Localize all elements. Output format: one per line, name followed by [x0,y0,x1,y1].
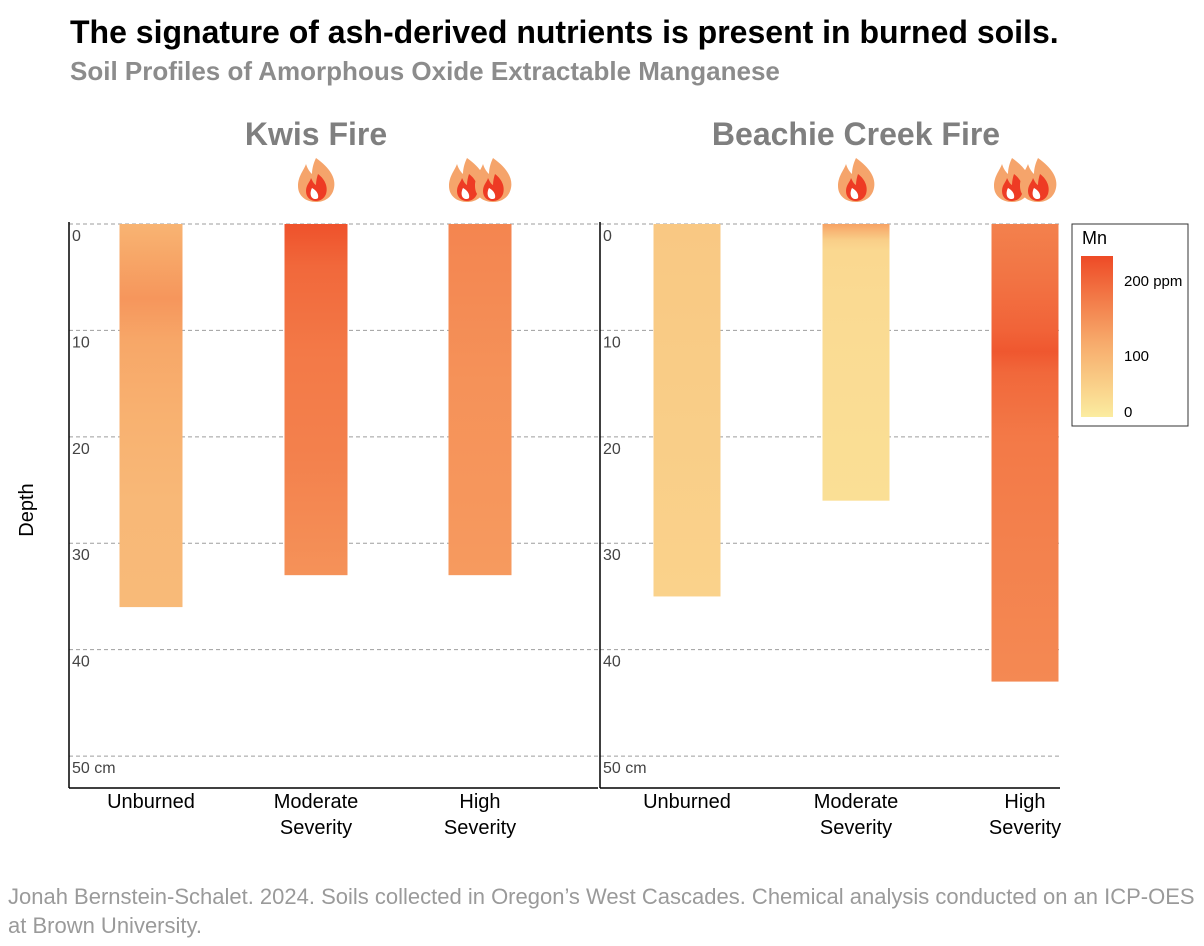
category-label-line: Severity [444,817,516,839]
legend-colorbar [1081,256,1113,417]
source-caption: Jonah Bernstein-Schalet. 2024. Soils col… [8,884,1195,938]
profile-bar [448,224,512,576]
y-tick-label: 0 [603,228,612,245]
profile-bar [822,224,890,501]
y-tick-label: 30 [603,547,621,564]
category-label-line: Moderate [274,791,359,813]
manganese-profile-chart: Depth Kwis Fire 0 10 20 30 40 50 cm Unburned Mode… [16,116,1189,839]
legend-label: 100 [1124,348,1149,365]
y-tick-label: 20 [72,441,90,458]
panel-title: Beachie Creek Fire [712,116,1000,152]
y-tick-label: 30 [72,547,90,564]
category-label-line: Unburned [643,791,731,813]
flame-core [1006,188,1015,200]
category-label: High Severity [444,791,516,839]
y-tick-label: 0 [72,228,81,245]
category-label: High Severity [989,791,1061,839]
y-axis-label: Depth [16,483,38,536]
y-tick-label: 40 [72,654,90,671]
category-label-line: High [459,791,500,813]
category-label-line: High [1004,791,1045,813]
profile-bar [653,224,721,597]
flame-core [487,188,496,200]
fire-icon [298,158,335,202]
category-label-line: Severity [820,817,892,839]
y-tick-label: 10 [72,334,90,351]
legend-label: 200 ppm [1124,273,1182,290]
fire-icon [1020,158,1057,202]
flame-core [850,188,859,200]
category-label: Unburned [107,791,195,813]
panel-2: Beachie Creek Fire 0 10 20 30 40 50 cm Unburned… [599,116,1061,839]
page-title: The signature of ash-derived nutrients i… [70,14,1059,50]
y-tick-label: 50 cm [72,760,116,777]
flame-core [310,188,319,200]
flame-core [1032,188,1041,200]
category-label-line: Severity [989,817,1061,839]
category-label-line: Severity [280,817,352,839]
category-label-line: Moderate [814,791,899,813]
legend: Mn 200 ppm 100 0 [1071,223,1189,427]
legend-label: 0 [1124,404,1132,421]
category-label-line: Unburned [107,791,195,813]
y-tick-label: 10 [603,334,621,351]
profile-bar [119,224,183,608]
fire-icon [475,158,512,202]
category-label: Unburned [643,791,731,813]
legend-title: Mn [1082,228,1107,248]
category-label: Moderate Severity [814,791,899,839]
y-tick-label: 40 [603,654,621,671]
y-tick-label: 20 [603,441,621,458]
flame-core [461,188,470,200]
panel-title: Kwis Fire [245,116,387,152]
profile-bar [284,224,348,576]
category-label: Moderate Severity [274,791,359,839]
fire-icon [838,158,875,202]
y-tick-label: 50 cm [603,760,647,777]
profile-bar [991,224,1059,682]
panel-1: Kwis Fire 0 10 20 30 40 50 cm Unburned Moderate S… [68,116,598,839]
page-subtitle: Soil Profiles of Amorphous Oxide Extract… [70,56,780,86]
